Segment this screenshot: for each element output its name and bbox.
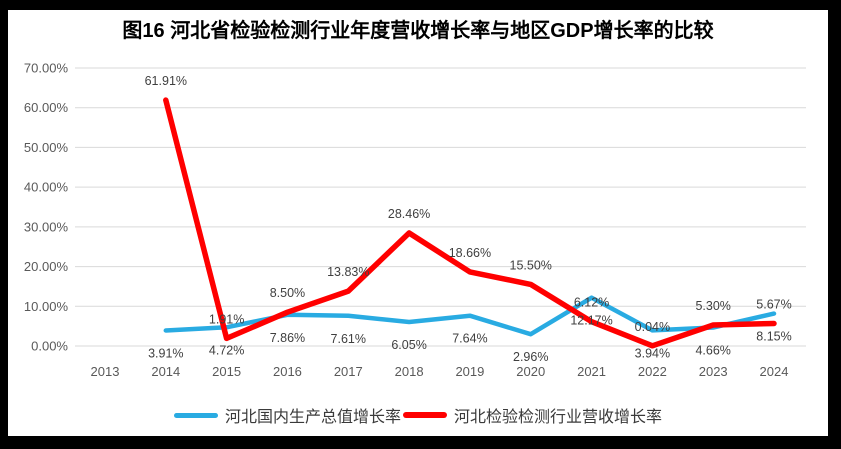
- x-tick-label-2022: 2022: [638, 364, 667, 379]
- data-label-s1-2024: 5.67%: [756, 297, 791, 311]
- legend-item-revenue: 河北检验检测行业营收增长率: [403, 403, 662, 427]
- x-tick-label-2024: 2024: [760, 364, 789, 379]
- data-label-s1-2017: 13.83%: [327, 265, 369, 279]
- data-label-s1-2019: 18.66%: [449, 246, 491, 260]
- series-line-0: [163, 295, 777, 337]
- y-tick-label-0: 0.00%: [31, 339, 68, 354]
- y-tick-label-7: 70.00%: [24, 61, 69, 76]
- data-label-s1-2015: 1.91%: [209, 312, 244, 326]
- legend-label-gdp: 河北国内生产总值增长率: [224, 409, 401, 426]
- x-tick-label-2015: 2015: [212, 364, 241, 379]
- chart-canvas: 图16 河北省检验检测行业年度营收增长率与地区GDP增长率的比较 0.00% 10…: [8, 10, 828, 436]
- legend-label-revenue: 河北检验检测行业营收增长率: [454, 409, 663, 426]
- x-tick-label-2013: 2013: [91, 364, 120, 379]
- x-tick-label-2017: 2017: [334, 364, 363, 379]
- x-tick-label-2016: 2016: [273, 364, 302, 379]
- x-tick-label-2014: 2014: [151, 364, 180, 379]
- data-label-s0-2016: 7.86%: [270, 331, 305, 345]
- data-label-s1-2020: 15.50%: [510, 258, 552, 272]
- y-tick-label-3: 30.00%: [24, 219, 69, 234]
- data-label-s0-2015: 4.72%: [209, 343, 244, 357]
- data-label-s1-2014: 61.91%: [145, 74, 187, 88]
- data-label-s0-2021: 12.17%: [570, 314, 612, 328]
- legend: 河北国内生产总值增长率 河北检验检测行业营收增长率: [8, 402, 828, 428]
- x-tick-label-2019: 2019: [455, 364, 484, 379]
- plot-area: 0.00% 10.00% 20.00% 30.00% 40.00% 50.00% 60.00…: [24, 61, 806, 379]
- data-label-s0-2024: 8.15%: [756, 330, 791, 344]
- data-label-s1-2021: 6.12%: [574, 296, 609, 310]
- data-label-s0-2023: 4.66%: [695, 343, 730, 357]
- data-label-s0-2017: 7.61%: [331, 332, 366, 346]
- data-label-s1-2023: 5.30%: [695, 299, 730, 313]
- x-tick-label-2021: 2021: [577, 364, 606, 379]
- data-label-s1-2018: 28.46%: [388, 207, 430, 221]
- y-tick-label-2: 20.00%: [24, 259, 69, 274]
- legend-item-gdp: 河北国内生产总值增长率: [173, 403, 401, 427]
- data-label-s0-2020: 2.96%: [513, 350, 548, 364]
- data-label-s0-2014: 3.91%: [148, 346, 183, 360]
- legend-line-swatch-revenue: [403, 412, 447, 418]
- legend-line-swatch-gdp: [173, 412, 218, 418]
- y-tick-label-4: 40.00%: [24, 180, 69, 195]
- x-tick-label-2020: 2020: [516, 364, 545, 379]
- data-label-s0-2019: 7.64%: [452, 332, 487, 346]
- chart-title: 图16 河北省检验检测行业年度营收增长率与地区GDP增长率的比较: [122, 20, 714, 42]
- y-tick-label-1: 10.00%: [24, 299, 69, 314]
- x-tick-label-2023: 2023: [699, 364, 728, 379]
- data-label-s0-2022: 3.94%: [635, 346, 670, 360]
- data-label-s1-2016: 8.50%: [270, 286, 305, 300]
- series-line-1: [163, 97, 777, 349]
- data-label-s0-2018: 6.05%: [391, 338, 426, 352]
- data-label-s1-2022: 0.04%: [635, 320, 670, 334]
- y-tick-label-6: 60.00%: [24, 100, 69, 115]
- x-tick-label-2018: 2018: [395, 364, 424, 379]
- y-tick-label-5: 50.00%: [24, 140, 69, 155]
